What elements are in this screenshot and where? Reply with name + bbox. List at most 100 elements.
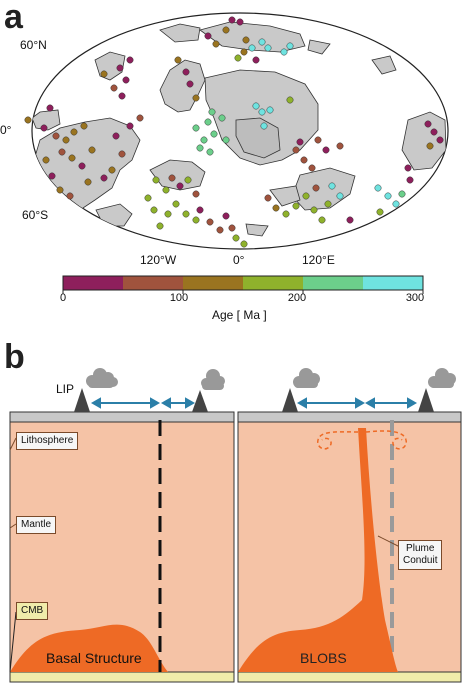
lip-dot (208, 108, 216, 116)
lip-dot (318, 216, 326, 224)
schematic-left (9, 368, 235, 683)
lip-dot (176, 182, 184, 190)
lip-dot (150, 206, 158, 214)
lip-dot (88, 146, 96, 154)
lip-dot (228, 16, 236, 24)
plume-head-swirls (317, 430, 407, 450)
lip-dot (258, 38, 266, 46)
cloud-icon (293, 368, 320, 388)
lip-dot (210, 130, 218, 138)
lip-dot (406, 176, 414, 184)
lip-dot (374, 184, 382, 192)
lat-label-60n: 60°N (20, 38, 47, 52)
lip-dot (116, 64, 124, 72)
lip-dot (126, 56, 134, 64)
colorbar-tick: 100 (169, 292, 189, 304)
volcano-icon (192, 390, 208, 412)
lip-dot (174, 56, 182, 64)
lip-dot (42, 156, 50, 164)
lip-dot (110, 84, 118, 92)
colorbar-tick: 300 (405, 292, 425, 304)
lip-dot (242, 36, 250, 44)
lip-dot (272, 204, 280, 212)
colorbar-title: Age [ Ma ] (212, 308, 267, 322)
lip-dot (24, 116, 32, 124)
lip-dot (312, 184, 320, 192)
lip-dot (80, 122, 88, 130)
cloud-icon (86, 368, 118, 388)
volcano-icon (74, 388, 90, 412)
lip-dot (126, 122, 134, 130)
lip-dot (286, 96, 294, 104)
lip-dot (300, 156, 308, 164)
lip-dot (200, 136, 208, 144)
lip-dot (40, 124, 48, 132)
lip-dot (240, 48, 248, 56)
lip-dot (212, 40, 220, 48)
lip-dot (186, 80, 194, 88)
lip-dot (314, 136, 322, 144)
leader-line (9, 523, 17, 529)
lip-dot (52, 132, 60, 140)
colorbar-segment (123, 276, 183, 290)
lip-dot (324, 200, 332, 208)
lip-dot (384, 192, 392, 200)
colorbar-segment (243, 276, 303, 290)
mantle-label: Mantle (16, 516, 57, 534)
lip-dot (252, 56, 260, 64)
colorbar-tick: 0 (59, 292, 67, 304)
lip-dot (100, 70, 108, 78)
spacing-arrows (296, 397, 418, 409)
lip-dot (78, 162, 86, 170)
lip-dot (264, 194, 272, 202)
lip-dot (424, 120, 432, 128)
cmb-layer-left (9, 671, 235, 683)
lip-dot (182, 68, 190, 76)
lip-dot (264, 44, 272, 52)
lat-label-0: 0° (0, 123, 12, 137)
leader-line (9, 611, 17, 673)
lip-dot (218, 114, 226, 122)
lip-dot (196, 144, 204, 152)
lip-dot (282, 210, 290, 218)
colorbar-segment (303, 276, 363, 290)
lip-dot (248, 44, 256, 52)
lip-label: LIP (56, 382, 75, 396)
lip-dot (182, 210, 190, 218)
colorbar-tick: 200 (287, 292, 307, 304)
lip-dot (66, 192, 74, 200)
lip-dot (336, 192, 344, 200)
lip-dot (48, 172, 56, 180)
lip-dot (56, 186, 64, 194)
lip-dot (392, 200, 400, 208)
lithosphere-right (237, 411, 462, 423)
lip-dot (58, 148, 66, 156)
lip-dot (222, 26, 230, 34)
volcano-icon (418, 388, 434, 412)
panel-a-letter: a (4, 0, 23, 36)
lip-dot (328, 182, 336, 190)
lip-dot (346, 216, 354, 224)
landmass (32, 109, 61, 131)
lip-dot (46, 104, 54, 112)
volcano-icon (282, 388, 298, 412)
landmass (149, 159, 206, 191)
lip-dot (292, 146, 300, 154)
lip-dot (222, 212, 230, 220)
lip-dot (192, 190, 200, 198)
lip-dot (206, 148, 214, 156)
lip-dot (204, 32, 212, 40)
lip-dot (336, 142, 344, 150)
lip-dot (260, 122, 268, 130)
lip-dot (234, 54, 242, 62)
lip-dot (426, 142, 434, 150)
lip-dot (192, 216, 200, 224)
plume-label-line2: Conduit (403, 555, 438, 566)
lip-dot (398, 190, 406, 198)
lip-dot (172, 200, 180, 208)
lip-dot (144, 194, 152, 202)
lip-dot (100, 174, 108, 182)
colorbar (62, 275, 424, 294)
lip-dots (24, 16, 444, 248)
lip-dot (302, 192, 310, 200)
